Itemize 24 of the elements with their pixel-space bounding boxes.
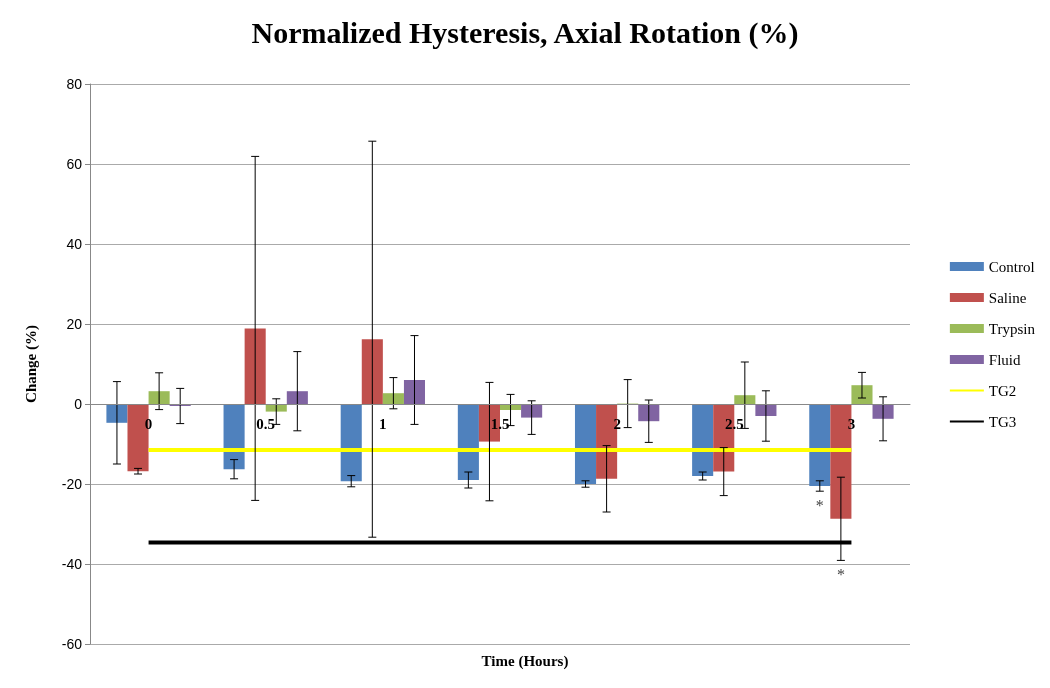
legend-label: TG3 [988,413,1017,430]
legend-label: TG2 [988,382,1017,399]
y-tick-label: -20 [61,476,83,492]
legend-label: Control [988,258,1035,275]
y-tick-label: -40 [61,556,83,572]
x-tick-label: 1 [379,415,387,432]
x-tick-label: 2.5 [724,415,744,432]
legend-label: Saline [988,289,1027,306]
y-tick-label: 40 [66,236,83,252]
y-tick-label: 60 [66,156,83,172]
legend-label: Trypsin [988,320,1036,337]
y-tick-label: 20 [66,316,83,332]
x-tick-label: 0 [144,415,153,432]
legend-label: Fluid [988,351,1022,368]
annotation: * [815,496,824,514]
annotation: * [836,565,845,583]
y-tick-label: 80 [66,76,83,92]
y-tick-label: 0 [74,396,83,412]
chart-title: Normalized Hysteresis, Axial Rotation (%) [251,15,799,50]
x-tick-label: 0.5 [256,415,276,432]
x-axis-title: Time (Hours) [481,652,569,670]
y-tick-label: -60 [61,636,83,652]
y-axis-title: Change (%) [22,325,40,403]
x-tick-label: 3 [847,415,856,432]
